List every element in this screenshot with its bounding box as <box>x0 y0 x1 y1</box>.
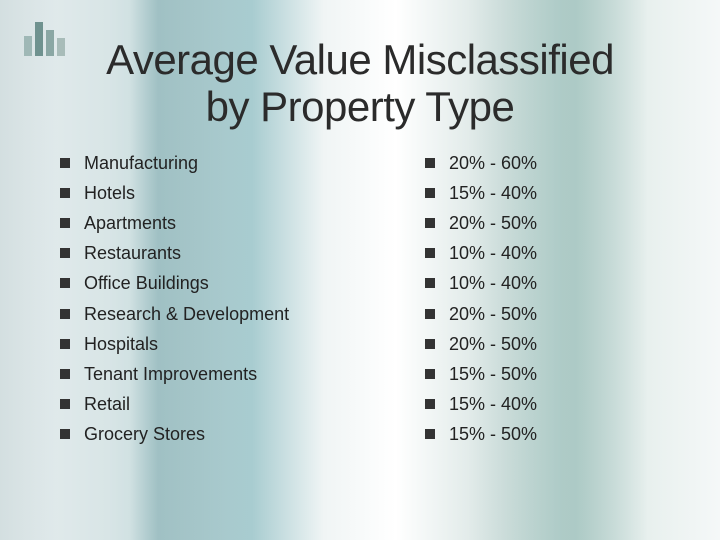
list-item: Grocery Stores <box>60 421 395 447</box>
bullet-icon <box>425 278 435 288</box>
property-label: Hotels <box>84 180 135 206</box>
bullet-icon <box>425 158 435 168</box>
property-type-column: Manufacturing Hotels Apartments Restaura… <box>60 150 395 447</box>
value-range-column: 20% - 60% 15% - 40% 20% - 50% 10% - 40% … <box>425 150 537 447</box>
list-item: 15% - 40% <box>425 391 537 417</box>
value-label: 20% - 50% <box>449 331 537 357</box>
title-line-2: by Property Type <box>206 83 515 130</box>
list-item: 15% - 50% <box>425 421 537 447</box>
list-item: Retail <box>60 391 395 417</box>
bullet-icon <box>425 218 435 228</box>
list-item: 15% - 40% <box>425 180 537 206</box>
bullet-icon <box>425 429 435 439</box>
bullet-icon <box>60 278 70 288</box>
list-item: Hotels <box>60 180 395 206</box>
bullet-icon <box>425 399 435 409</box>
list-item: Apartments <box>60 210 395 236</box>
property-label: Hospitals <box>84 331 158 357</box>
page-title: Average Value Misclassified by Property … <box>0 0 720 130</box>
list-item: 15% - 50% <box>425 361 537 387</box>
bullet-icon <box>425 188 435 198</box>
value-label: 15% - 40% <box>449 180 537 206</box>
list-item: Restaurants <box>60 240 395 266</box>
bullet-icon <box>60 218 70 228</box>
value-label: 15% - 50% <box>449 421 537 447</box>
title-line-1: Average Value Misclassified <box>106 36 614 83</box>
property-label: Manufacturing <box>84 150 198 176</box>
property-label: Apartments <box>84 210 176 236</box>
bullet-icon <box>60 399 70 409</box>
value-label: 15% - 50% <box>449 361 537 387</box>
property-label: Research & Development <box>84 301 289 327</box>
list-item: Office Buildings <box>60 270 395 296</box>
list-item: Hospitals <box>60 331 395 357</box>
value-label: 10% - 40% <box>449 270 537 296</box>
list-item: 20% - 50% <box>425 301 537 327</box>
property-label: Restaurants <box>84 240 181 266</box>
list-item: Research & Development <box>60 301 395 327</box>
list-item: Tenant Improvements <box>60 361 395 387</box>
list-item: 20% - 50% <box>425 331 537 357</box>
bullet-icon <box>60 369 70 379</box>
decorative-bars-icon <box>24 18 65 56</box>
bullet-icon <box>60 339 70 349</box>
bullet-icon <box>425 369 435 379</box>
list-item: 20% - 50% <box>425 210 537 236</box>
property-label: Tenant Improvements <box>84 361 257 387</box>
bullet-icon <box>425 309 435 319</box>
content-columns: Manufacturing Hotels Apartments Restaura… <box>0 130 720 447</box>
value-label: 10% - 40% <box>449 240 537 266</box>
value-label: 15% - 40% <box>449 391 537 417</box>
property-label: Office Buildings <box>84 270 209 296</box>
bullet-icon <box>60 248 70 258</box>
property-label: Retail <box>84 391 130 417</box>
value-label: 20% - 60% <box>449 150 537 176</box>
property-label: Grocery Stores <box>84 421 205 447</box>
bullet-icon <box>60 309 70 319</box>
value-label: 20% - 50% <box>449 210 537 236</box>
list-item: 20% - 60% <box>425 150 537 176</box>
bullet-icon <box>425 339 435 349</box>
value-label: 20% - 50% <box>449 301 537 327</box>
list-item: Manufacturing <box>60 150 395 176</box>
list-item: 10% - 40% <box>425 240 537 266</box>
bullet-icon <box>425 248 435 258</box>
bullet-icon <box>60 188 70 198</box>
list-item: 10% - 40% <box>425 270 537 296</box>
bullet-icon <box>60 429 70 439</box>
bullet-icon <box>60 158 70 168</box>
